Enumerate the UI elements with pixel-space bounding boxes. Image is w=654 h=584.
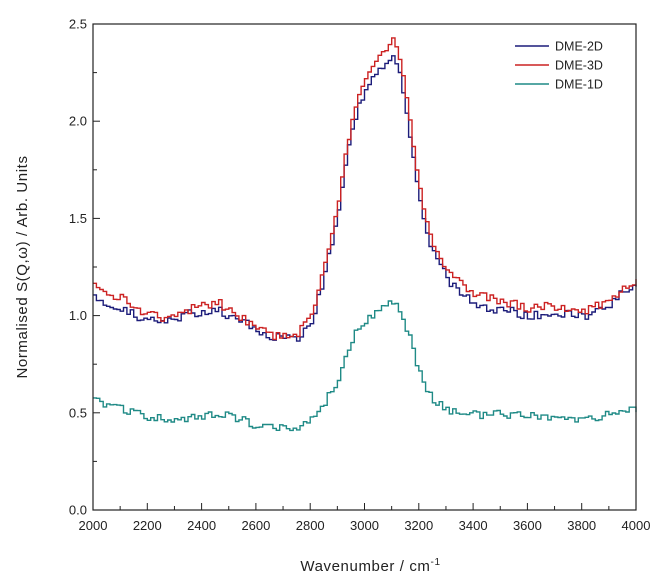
x-tick-label: 3200 — [404, 518, 433, 533]
y-tick-label: 2.5 — [69, 17, 87, 32]
legend: DME-2D DME-3D DME-1D — [515, 40, 603, 92]
y-tick-label: 1.5 — [69, 211, 87, 226]
x-tick-label: 2200 — [133, 518, 162, 533]
y-axis-title: Normalised S(Q,ω) / Arb. Units — [14, 155, 31, 378]
y-tick-label: 0.5 — [69, 405, 87, 420]
series-line-dme-3d — [93, 37, 637, 341]
y-tick-label: 1.0 — [69, 308, 87, 323]
y-tick-label: 0.0 — [69, 503, 87, 518]
series-line-dme-2d — [93, 55, 637, 342]
x-tick-label: 3000 — [350, 518, 379, 533]
ticks-layer: 2000 2200 2400 2600 2800 3000 3200 3400 3600 3800… — [69, 17, 651, 534]
x-axis-title: Wavenumber / cm-1 — [300, 557, 440, 575]
x-tick-label: 3600 — [513, 518, 542, 533]
legend-label: DME-3D — [555, 59, 603, 73]
legend-label: DME-1D — [555, 78, 603, 92]
x-tick-label: 2000 — [79, 518, 108, 533]
y-tick-label: 2.0 — [69, 114, 87, 129]
x-tick-label: 2400 — [187, 518, 216, 533]
series-line-dme-1d — [93, 300, 637, 432]
x-axis-title-text: Wavenumber / cm — [300, 558, 430, 575]
x-tick-label: 3400 — [459, 518, 488, 533]
x-tick-label: 2800 — [296, 518, 325, 533]
x-tick-label: 3800 — [567, 518, 596, 533]
x-tick-label: 4000 — [622, 518, 651, 533]
series-layer — [93, 37, 637, 432]
x-tick-label: 2600 — [241, 518, 270, 533]
x-axis-title-superscript: -1 — [431, 557, 441, 568]
legend-label: DME-2D — [555, 40, 603, 54]
